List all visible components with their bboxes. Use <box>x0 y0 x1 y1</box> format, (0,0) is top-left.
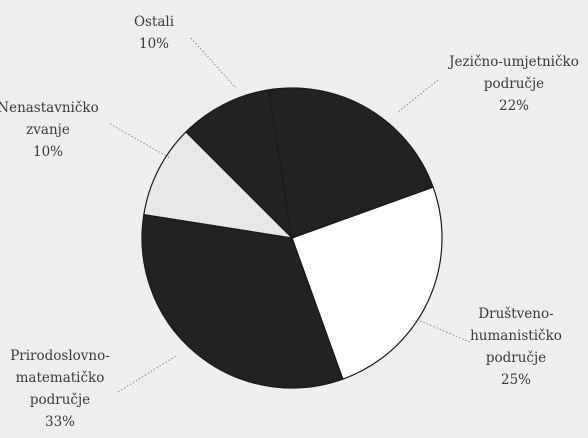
pie-slice-4 <box>143 131 294 239</box>
slice-labels: Ostali 10% Jezično-umjetničko područje 22% Dr… <box>0 14 579 430</box>
pie-slices <box>141 87 443 389</box>
slice-label-line: 25% <box>501 372 531 388</box>
pie-slice-0 <box>185 89 293 240</box>
slice-label-line: 33% <box>45 414 75 430</box>
slice-label-1: Jezično-umjetničko područje 22% <box>447 54 579 114</box>
slice-label-3: Prirodoslovno-matematičko područje 33% <box>10 348 110 430</box>
slice-label-4: Nenastavničko zvanje 10% <box>0 100 99 160</box>
slice-label-2: Društveno-humanističko područje 25% <box>470 306 562 388</box>
leader-lines <box>109 37 471 393</box>
slice-label-line: Društveno- <box>478 306 553 322</box>
slice-label-line: Jezično-umjetničko <box>447 54 579 70</box>
slice-label-line: područje <box>486 350 546 366</box>
leader-line-1 <box>397 79 439 113</box>
leader-line-4 <box>109 123 171 159</box>
slice-label-line: 10% <box>33 144 63 160</box>
pie-slice-1 <box>267 87 434 239</box>
slice-label-line: područje <box>484 76 544 92</box>
leader-line-2 <box>417 319 471 343</box>
slice-label-line: 10% <box>139 36 169 52</box>
slice-label-line: matematičko <box>16 370 105 386</box>
pie-slice-2 <box>291 186 443 380</box>
pie-slice-3 <box>141 213 344 389</box>
slice-label-line: Prirodoslovno- <box>10 348 110 364</box>
leader-line-0 <box>190 37 237 89</box>
slice-label-line: Ostali <box>134 14 175 30</box>
slice-label-line: Nenastavničko <box>0 100 99 116</box>
slice-label-line: zvanje <box>26 122 70 138</box>
slice-label-0: Ostali 10% <box>134 14 175 52</box>
leader-line-3 <box>117 355 177 393</box>
slice-label-line: područje <box>30 392 90 408</box>
slice-label-line: 22% <box>499 98 529 114</box>
slice-label-line: humanističko <box>470 328 562 344</box>
